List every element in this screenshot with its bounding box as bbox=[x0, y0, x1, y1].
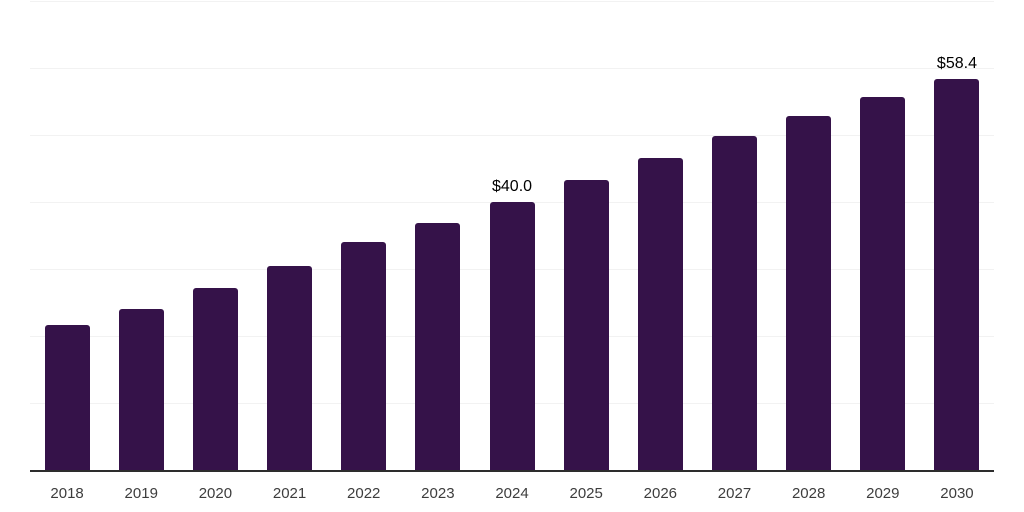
bars-row: $40.0 $58.4 bbox=[30, 1, 994, 470]
gridline bbox=[30, 1, 994, 2]
bar-slot bbox=[327, 1, 401, 470]
bar-slot bbox=[401, 1, 475, 470]
gridline bbox=[30, 68, 994, 69]
x-axis-label-2026: 2026 bbox=[643, 485, 678, 502]
x-axis-line bbox=[30, 470, 994, 472]
bar-slot bbox=[178, 1, 252, 470]
x-axis-label-2019: 2019 bbox=[124, 485, 158, 502]
x-axis-label-2021: 2021 bbox=[272, 485, 307, 502]
bar-value-label-2030: $58.4 bbox=[936, 54, 977, 72]
bar-slot bbox=[30, 1, 104, 470]
bar-2022 bbox=[341, 242, 387, 470]
bar-slot bbox=[252, 1, 326, 470]
bar-value-label-2024: $40.0 bbox=[491, 178, 533, 195]
bar-2024 bbox=[489, 202, 535, 470]
x-axis-label-2022: 2022 bbox=[347, 485, 381, 502]
bar-slot: $40.0 bbox=[475, 1, 549, 470]
bar-2030 bbox=[934, 78, 980, 470]
bar-slot bbox=[104, 1, 178, 470]
bar-slot bbox=[549, 1, 623, 470]
x-axis-label-2018: 2018 bbox=[50, 485, 84, 502]
bar-2027 bbox=[711, 136, 757, 470]
bar-slot bbox=[846, 1, 920, 470]
bar-slot bbox=[623, 1, 697, 470]
bar-2028 bbox=[786, 116, 832, 470]
gridline bbox=[30, 135, 994, 136]
x-axis-label-2023: 2023 bbox=[421, 485, 455, 502]
bar-2023 bbox=[415, 222, 461, 470]
bar-slot bbox=[697, 1, 771, 470]
bar-2021 bbox=[267, 265, 313, 470]
bar-2029 bbox=[860, 96, 906, 470]
bar-2018 bbox=[44, 324, 90, 470]
x-axis-label-2020: 2020 bbox=[198, 485, 233, 502]
bar-2019 bbox=[118, 308, 164, 470]
bar-2026 bbox=[637, 157, 683, 470]
bar-slot: $58.4 bbox=[920, 1, 994, 470]
x-axis-label-2024: 2024 bbox=[495, 485, 529, 502]
x-axis-label-2027: 2027 bbox=[717, 485, 752, 502]
plot-area: $40.0 $58.4 bbox=[30, 1, 994, 470]
x-axis-label-2025: 2025 bbox=[569, 485, 603, 502]
x-axis-label-2030: 2030 bbox=[940, 485, 974, 502]
bar-slot bbox=[772, 1, 846, 470]
bar-2020 bbox=[192, 287, 238, 470]
bar-2025 bbox=[563, 179, 609, 470]
x-axis-label-2028: 2028 bbox=[791, 485, 826, 502]
x-axis-label-2029: 2029 bbox=[866, 485, 900, 502]
x-axis-labels: 2018 2019 2020 2021 2022 2023 2024 2025 2026 2027… bbox=[30, 486, 994, 501]
